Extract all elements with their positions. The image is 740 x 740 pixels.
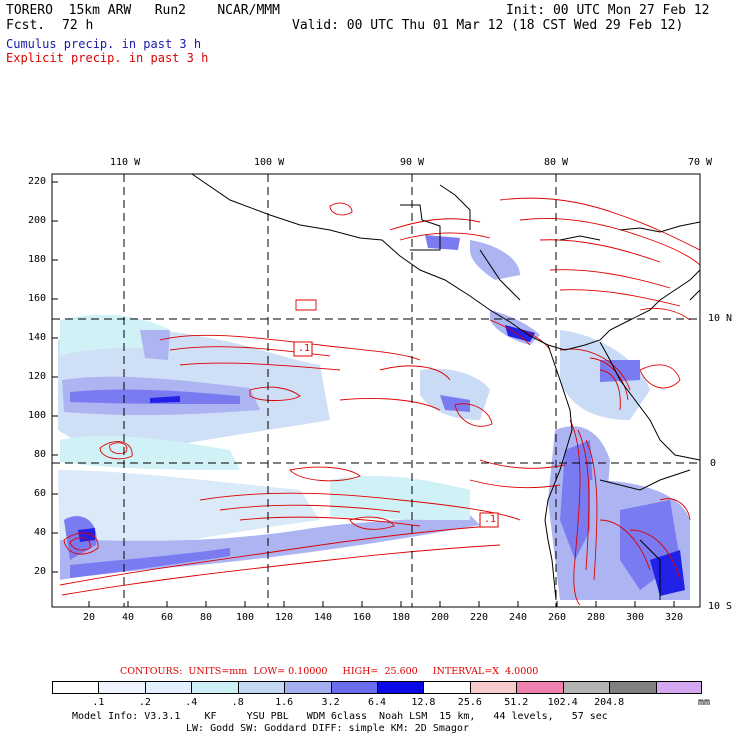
x-tick-label: 240 — [508, 612, 528, 623]
label-box-1 — [293, 341, 313, 357]
y-tick-label: 120 — [27, 371, 46, 382]
y-tick-label: 160 — [27, 293, 46, 304]
x-tick-label: 200 — [430, 612, 450, 623]
x-tick-label: 100 — [235, 612, 255, 623]
lat-label-10s: 10 S — [708, 601, 733, 612]
colorbar-unit: mm — [698, 697, 711, 708]
box-label-1: .1 — [298, 343, 311, 354]
lon-label-80w: 80 W — [544, 157, 569, 168]
lon-label-110w: 110 W — [110, 157, 141, 168]
forecast-hours: 72 h — [62, 18, 94, 33]
explicit-precip-contours — [59, 197, 701, 606]
graticule — [52, 174, 700, 607]
y-tick-label: 40 — [33, 527, 46, 538]
colorbar-cell — [284, 681, 331, 694]
y-tick-label: 140 — [27, 332, 46, 343]
x-tick-label: 20 — [82, 612, 96, 623]
colorbar-cell — [469, 681, 517, 694]
x-tick-label: 60 — [160, 612, 174, 623]
colorbar-label: .4 — [185, 697, 198, 708]
valid-time: Valid: 00 UTC Thu 01 Mar 12 (18 CST Wed … — [292, 18, 684, 33]
colorbar-label: .2 — [138, 697, 151, 708]
x-tick-label: 320 — [664, 612, 684, 623]
colorbar-label: .1 — [92, 697, 105, 708]
lon-label-90w: 90 W — [400, 157, 425, 168]
lat-label-0: 0 — [710, 458, 717, 469]
colorbar-label: 51.2 — [504, 697, 529, 708]
x-tick-label: 180 — [391, 612, 411, 623]
contours-info: CONTOURS: UNITS=mm LOW= 0.10000 HIGH= 25… — [120, 666, 539, 677]
colorbar-label: .8 — [231, 697, 244, 708]
y-tick-label: 180 — [27, 254, 46, 265]
y-tick-label: 60 — [33, 488, 46, 499]
colorbar-cell — [52, 681, 99, 694]
colorbar-label: 25.6 — [457, 697, 482, 708]
y-tick-label: 200 — [27, 215, 46, 226]
x-tick-label: 220 — [469, 612, 489, 623]
y-tick-label: 20 — [33, 566, 46, 577]
y-tick-label: 100 — [27, 410, 46, 421]
colorbar-label: 1.6 — [275, 697, 294, 708]
colorbar-cell — [98, 681, 145, 694]
x-tick-label: 160 — [352, 612, 372, 623]
explicit-legend: Explicit precip. in past 3 h — [6, 51, 209, 65]
x-tick-label: 280 — [586, 612, 606, 623]
colorbar-cell — [237, 681, 285, 694]
colorbar-cell — [191, 681, 238, 694]
colorbar-label: 3.2 — [321, 697, 340, 708]
x-tick-label: 80 — [199, 612, 213, 623]
model-title: TORERO 15km ARW Run2 NCAR/MMM — [6, 3, 280, 18]
colorbar-label: 12.8 — [411, 697, 436, 708]
colorbar-label: 6.4 — [367, 697, 387, 708]
label-box-2 — [479, 512, 499, 528]
colorbar-cell — [144, 681, 192, 694]
cumulus-legend: Cumulus precip. in past 3 h — [6, 37, 202, 51]
x-tick-label: 140 — [313, 612, 333, 623]
y-tick-label: 220 — [27, 176, 46, 187]
x-tick-label: 120 — [274, 612, 294, 623]
box-label-2: .1 — [484, 514, 497, 525]
map-frame — [51, 173, 701, 608]
colorbar-cell — [562, 681, 610, 694]
init-time: Init: 00 UTC Mon 27 Feb 12 — [506, 3, 710, 18]
model-physics: LW: Godd SW: Goddard DIFF: simple KM: 2D… — [186, 723, 469, 734]
y-tick-label: 80 — [33, 449, 46, 460]
colorbar-label: 204.8 — [594, 697, 625, 708]
colorbar-cell — [516, 681, 563, 694]
x-tick-label: 300 — [625, 612, 645, 623]
model-info: Model Info: V3.3.1 KF YSU PBL WDM 6class… — [72, 711, 608, 722]
colorbar-cell — [609, 681, 656, 694]
colorbar-label: 102.4 — [547, 697, 578, 708]
colorbar-cell — [423, 681, 470, 694]
lat-label-10n: 10 N — [708, 313, 733, 324]
x-tick-label: 40 — [121, 612, 135, 623]
colorbar-cell — [377, 681, 424, 694]
cumulus-precip-shading — [58, 235, 690, 600]
colorbar-cell — [655, 681, 702, 694]
lon-label-100w: 100 W — [254, 157, 285, 168]
colorbar-cell — [330, 681, 377, 694]
x-tick-label: 260 — [547, 612, 567, 623]
lon-label-70w: 70 W — [688, 157, 713, 168]
forecast-label: Fcst. — [6, 18, 46, 33]
coastlines — [191, 173, 701, 601]
axis-ticks — [52, 181, 675, 607]
